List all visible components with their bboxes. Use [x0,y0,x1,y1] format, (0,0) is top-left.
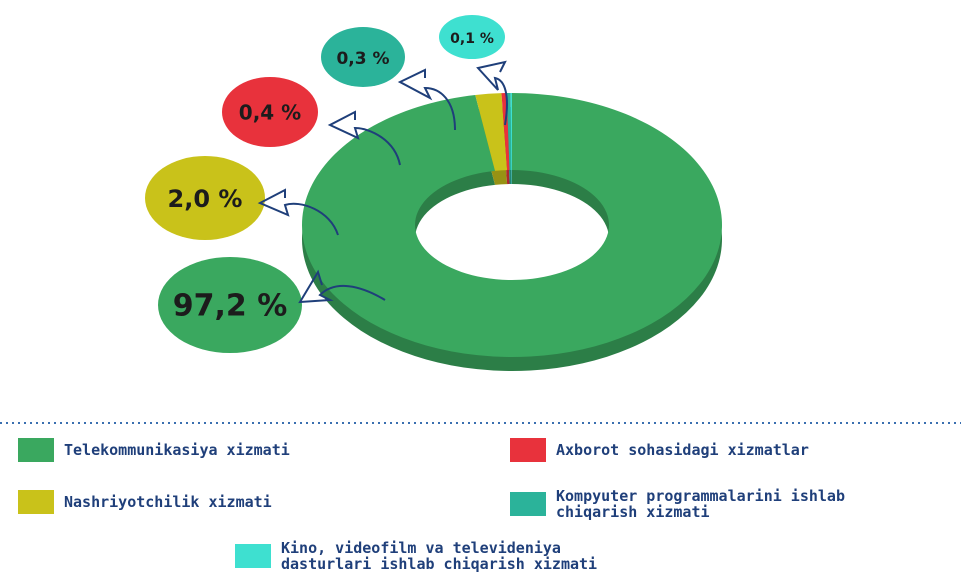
value-label: 97,2 % [173,289,288,324]
slice [506,93,512,171]
arrows [257,60,508,304]
slice [475,93,508,171]
label-bubble [222,77,318,147]
slice [301,93,722,357]
label-bubble [158,257,302,353]
legend-item: Nashriyotchilik xizmati [18,490,348,514]
legend-swatch [18,490,54,514]
label-bubble [145,156,265,240]
value-label: 0,4 % [239,101,301,125]
slice [501,93,510,171]
arrow [257,188,339,236]
legend-swatch [235,544,271,568]
donut [301,93,722,372]
arrow [298,269,386,304]
value-label: 2,0 % [168,185,243,213]
legend-label: Kino, videofilm va televideniya dasturla… [281,539,598,573]
labels: 97,2 % 2,0 % 0,4 % 0,3 % 0,1 % [145,15,505,353]
legend-swatch [510,492,546,516]
legend-label: Kompyuter programmalarini ishlab chiqari… [556,487,845,521]
legend-swatch [510,438,546,462]
arrow [327,110,401,166]
arrow [476,60,508,126]
value-label: 0,3 % [336,49,389,69]
label-bubble [439,15,505,59]
legend-item: Kino, videofilm va televideniya dasturla… [235,540,655,572]
legend-label: Nashriyotchilik xizmati [64,493,272,511]
arrow [397,68,456,131]
label-bubble [321,27,405,87]
legend-label: Axborot sohasidagi xizmatlar [556,441,809,459]
slice [510,93,512,171]
legend-item: Axborot sohasidagi xizmatlar [510,438,930,462]
value-label: 0,1 % [450,31,494,47]
legend-item: Telekommunikasiya xizmati [18,438,348,462]
legend-item: Kompyuter programmalarini ishlab chiqari… [510,488,930,520]
legend-swatch [18,438,54,462]
legend-label: Telekommunikasiya xizmati [64,441,290,459]
